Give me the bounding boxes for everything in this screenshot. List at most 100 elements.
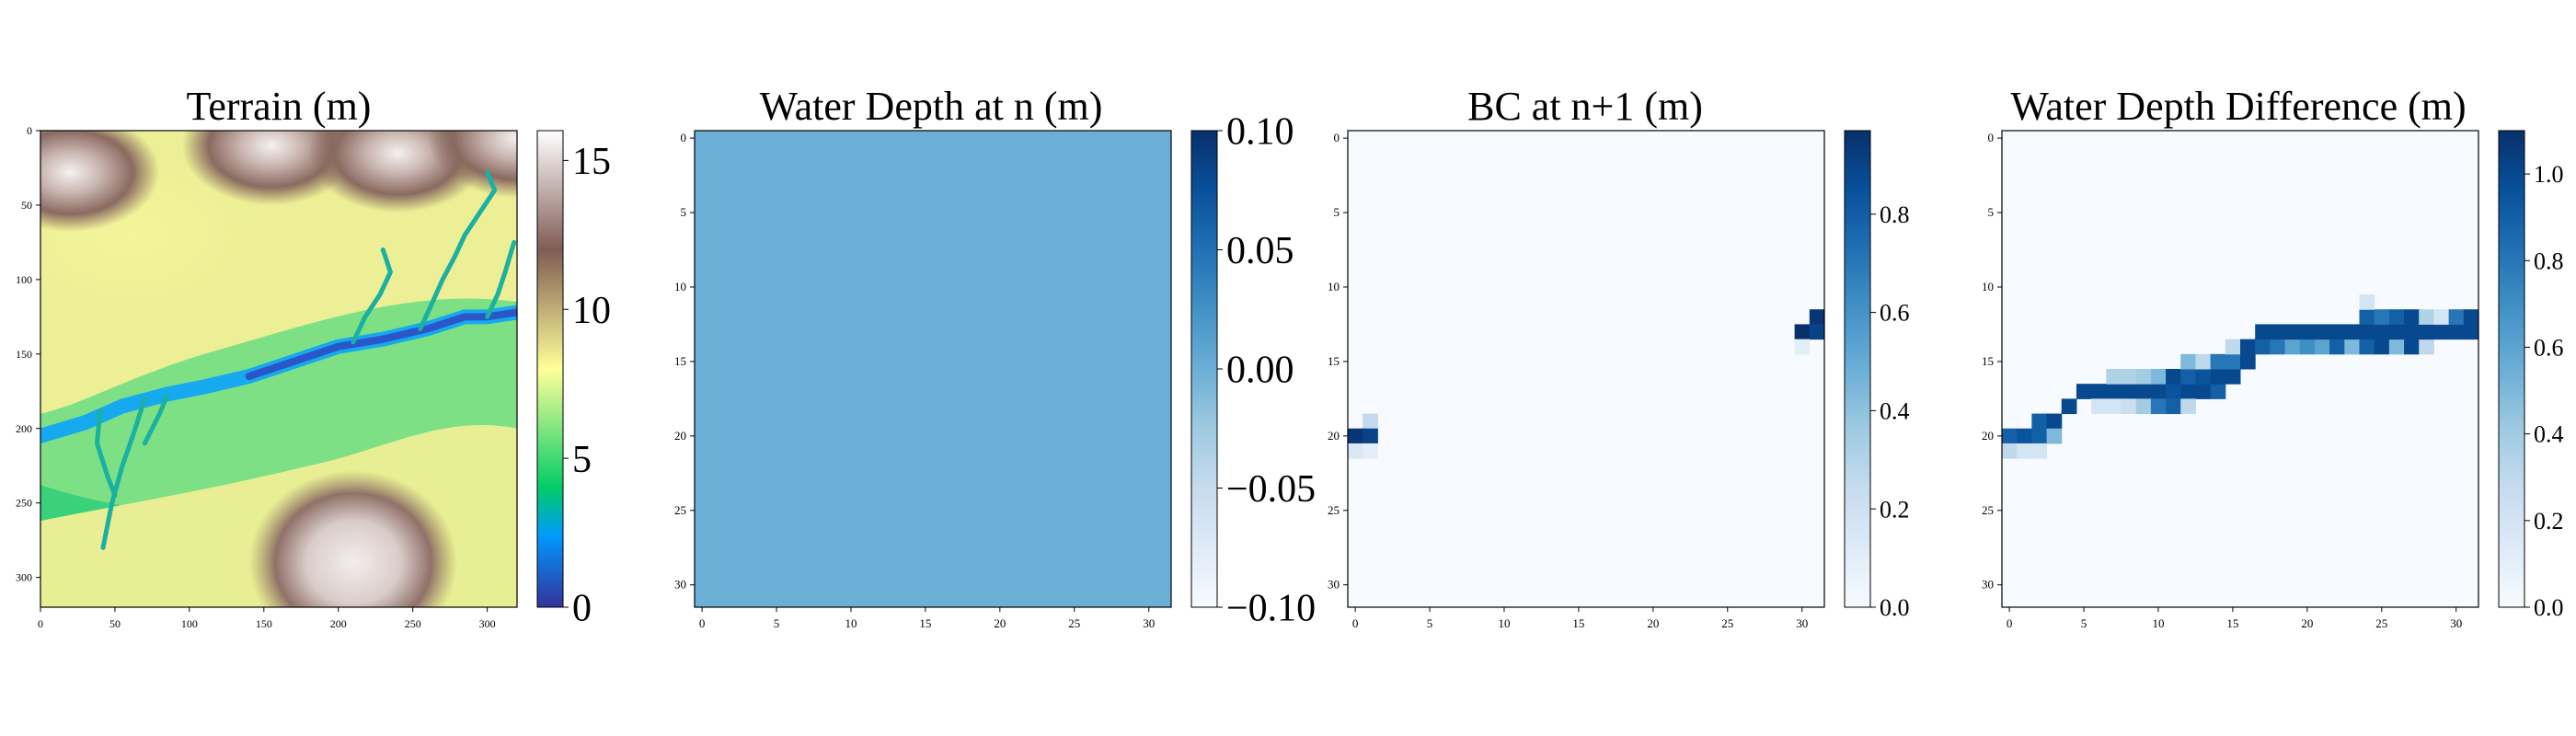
x-tick-label: 0: [38, 617, 43, 630]
heatmap-cell: [2299, 339, 2316, 355]
terrain-plot-frame: [40, 130, 518, 608]
heatmap-cell: [2314, 324, 2330, 340]
y-tick-label: 25: [1328, 503, 1340, 517]
heatmap-cell: [2076, 384, 2092, 399]
heatmap-cell: [1348, 443, 1363, 459]
heatmap-cell: [2270, 324, 2286, 340]
heatmap-cell: [2031, 443, 2048, 459]
terrain-heatmap: [40, 131, 517, 607]
colorbar-tick-label: −0.05: [1226, 468, 1316, 511]
heatmap-cell: [2374, 339, 2390, 355]
x-tick-label: 25: [1068, 616, 1080, 630]
heatmap-cell: [2091, 384, 2107, 399]
water-depth-colorbar-ticks: −0.10 −0.05 0.00 0.05 0.10: [1217, 111, 1316, 630]
heatmap-cell: [1809, 324, 1825, 340]
x-tick-label: 5: [2081, 616, 2087, 630]
colorbar-tick-label: 10: [572, 290, 611, 332]
y-tick-label: 30: [674, 578, 686, 592]
terrain-title: Terrain (m): [187, 84, 372, 129]
heatmap-cell: [2255, 339, 2271, 355]
colorbar-tick-label: 15: [572, 141, 611, 183]
x-tick-label: 25: [2375, 616, 2387, 630]
y-tick-label: 15: [1328, 354, 1340, 368]
heatmap-cell: [2388, 324, 2405, 340]
y-tick-label: 30: [1982, 578, 1994, 592]
heatmap-cell: [2017, 443, 2032, 459]
heatmap-cell: [2106, 369, 2122, 385]
depth-diff-plot-frame: [2001, 130, 2479, 608]
heatmap-cell: [2433, 324, 2450, 340]
y-tick-label: 300: [16, 571, 32, 584]
terrain-hill: [248, 470, 458, 607]
heatmap-cell: [2195, 384, 2212, 399]
heatmap-cell: [2240, 353, 2256, 370]
x-tick-label: 15: [2226, 616, 2238, 630]
x-tick-label: 15: [919, 616, 931, 630]
heatmap-cell: [2388, 339, 2405, 355]
y-tick-label: 25: [1982, 503, 1994, 517]
y-tick-label: 10: [1328, 280, 1340, 293]
terrain-panel: Terrain (m) 0 50 100 150 200 250 3000501001502…: [16, 84, 611, 630]
heatmap-cell: [2270, 339, 2286, 355]
x-tick-label: 0: [2007, 616, 2013, 630]
x-tick-label: 20: [1647, 616, 1659, 630]
river-deep-channel: [245, 308, 517, 381]
heatmap-cell: [2374, 309, 2390, 325]
x-tick-label: 300: [479, 617, 496, 630]
x-tick-label: 50: [109, 617, 121, 630]
heatmap-cell: [2329, 324, 2345, 340]
heatmap-cell: [2180, 384, 2196, 399]
water-depth-colorbar: [1190, 130, 1218, 608]
depth-diff-colorbar-ticks: 0.0 0.2 0.4 0.6 0.8 1.0: [2524, 161, 2564, 621]
heatmap-cell: [2017, 428, 2032, 444]
heatmap-cell: [2002, 443, 2018, 459]
x-tick-label: 20: [994, 616, 1006, 630]
heatmap-cell: [2061, 398, 2077, 415]
heatmap-cell: [2388, 309, 2405, 325]
heatmap-cell: [2419, 309, 2434, 325]
x-tick-label: 30: [1796, 616, 1808, 630]
colorbar-tick-label: 0.10: [1226, 111, 1294, 154]
x-tick-label: 5: [1427, 616, 1433, 630]
heatmap-cell: [2344, 339, 2360, 355]
bc-plot-frame: [1347, 130, 1825, 608]
y-tick-label: 100: [16, 273, 32, 286]
heatmap-cell: [2180, 353, 2196, 370]
x-tick-label: 150: [256, 617, 272, 630]
river-tributary: [485, 239, 517, 319]
x-tick-label: 25: [1721, 616, 1733, 630]
colorbar-tick-label: 0.4: [1880, 397, 1910, 424]
heatmap-cell: [2404, 309, 2420, 325]
x-tick-label: 100: [181, 617, 198, 630]
river-tributary: [351, 247, 393, 345]
y-tick-label: 0: [1334, 131, 1340, 144]
heatmap-cell: [2210, 353, 2226, 370]
heatmap-cell: [2106, 384, 2122, 399]
heatmap-cell: [2002, 428, 2018, 444]
heatmap-cell: [2225, 353, 2241, 370]
x-tick-label: 0: [1352, 616, 1359, 630]
heatmap-cell: [2135, 398, 2152, 415]
x-tick-label: 5: [774, 616, 780, 630]
y-tick-label: 0: [681, 131, 687, 144]
water-depth-title: Water Depth at n (m): [760, 84, 1103, 129]
colorbar-tick-label: 0.6: [1880, 300, 1910, 327]
heatmap-cell: [1794, 324, 1811, 340]
x-tick-label: 10: [1498, 616, 1510, 630]
y-tick-label: 150: [16, 348, 32, 361]
heatmap-cell: [1348, 428, 1363, 444]
y-tick-label: 5: [681, 205, 687, 219]
x-tick-label: 15: [1572, 616, 1584, 630]
y-tick-label: 50: [21, 199, 32, 212]
heatmap-cell: [2150, 384, 2167, 399]
depth-diff-heatmap: [2002, 131, 2479, 607]
colorbar-tick-label: 1.0: [2534, 161, 2564, 188]
terrain-peak: [427, 131, 517, 198]
y-tick-label: 200: [16, 422, 32, 435]
colorbar-tick-label: 0.4: [2534, 421, 2564, 448]
river-tributary: [418, 169, 498, 331]
x-tick-label: 250: [405, 617, 421, 630]
terrain-peak: [40, 131, 160, 233]
terrain-colorbar: [536, 130, 564, 608]
y-tick-label: 20: [674, 429, 686, 443]
